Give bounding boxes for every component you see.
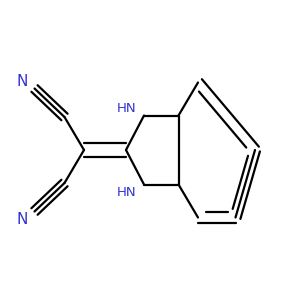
Text: HN: HN xyxy=(117,101,136,115)
Text: HN: HN xyxy=(117,185,136,199)
Text: N: N xyxy=(17,74,28,88)
Text: N: N xyxy=(17,212,28,226)
